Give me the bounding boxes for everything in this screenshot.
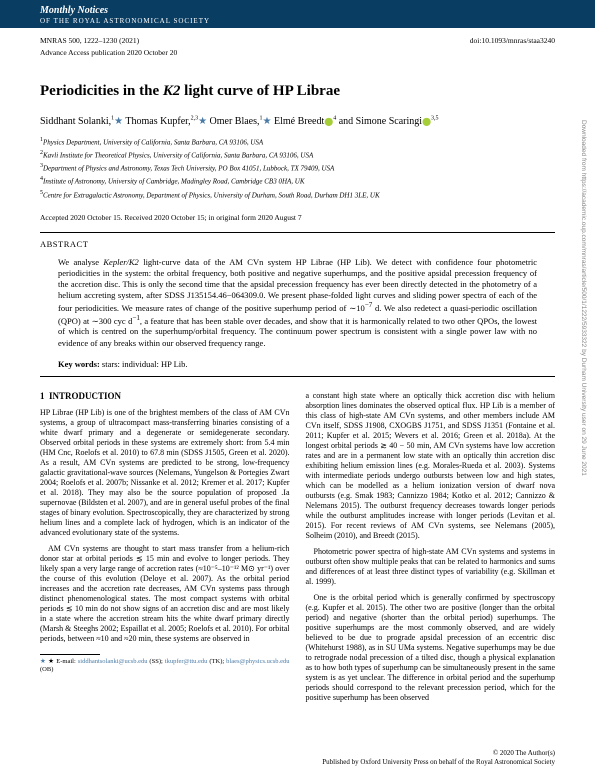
orcid-icon: ⬤ xyxy=(422,117,431,126)
separator xyxy=(40,376,555,377)
corresponding-footnote: ★ ★ E-mail: siddhantsolanki@ucsb.edu (SS… xyxy=(40,658,290,674)
email-link[interactable]: tkupfer@ttu.edu xyxy=(165,658,208,665)
affiliation: 4Institute of Astronomy, University of C… xyxy=(40,175,555,187)
paragraph: Photometric power spectra of high-state … xyxy=(306,547,556,587)
author: Thomas Kupfer,2,3★ xyxy=(125,116,207,127)
paragraph: One is the orbital period which is gener… xyxy=(306,593,556,703)
author: Simone Scaringi⬤3,5 xyxy=(356,116,439,127)
journal-title: Monthly Notices xyxy=(40,4,555,17)
section-heading: 1 INTRODUCTION xyxy=(40,391,290,402)
journal-masthead: Monthly Notices OF THE ROYAL ASTRONOMICA… xyxy=(0,0,595,28)
manuscript-dates: Accepted 2020 October 15. Received 2020 … xyxy=(40,213,555,223)
right-column: a constant high state where an optically… xyxy=(306,391,556,709)
paragraph: AM CVn systems are thought to start mass… xyxy=(40,544,290,644)
email-link[interactable]: blaes@physics.ucsb.edu xyxy=(226,658,289,665)
affiliation: 5Centre for Extragalactic Astronomy, Dep… xyxy=(40,189,555,201)
abstract-body: We analyse Kepler/K2 light-curve data of… xyxy=(40,257,555,349)
author: Omer Blaes,1★ xyxy=(210,116,272,127)
body-columns: 1 INTRODUCTION HP Librae (HP Lib) is one… xyxy=(40,391,555,709)
author-list: Siddhant Solanki,1★ Thomas Kupfer,2,3★ O… xyxy=(40,115,555,128)
paragraph: a constant high state where an optically… xyxy=(306,391,556,541)
download-watermark: Downloaded from https://academic.oup.com… xyxy=(579,120,587,476)
citation: MNRAS 500, 1222–1230 (2021) xyxy=(40,36,139,46)
affiliation: 2Kavli Institute for Theoretical Physics… xyxy=(40,149,555,161)
advance-access: Advance Access publication 2020 October … xyxy=(40,48,555,58)
affiliation: 1Physics Department, University of Calif… xyxy=(40,136,555,148)
affiliations: 1Physics Department, University of Calif… xyxy=(40,136,555,201)
keywords: Key words: stars: individual: HP Lib. xyxy=(40,359,555,370)
footer-right: © 2020 The Author(s) Published by Oxford… xyxy=(322,749,555,767)
email-link[interactable]: siddhantsolanki@ucsb.edu xyxy=(78,658,148,665)
paragraph: HP Librae (HP Lib) is one of the brighte… xyxy=(40,408,290,538)
affiliation: 3Department of Physics and Astronomy, Te… xyxy=(40,162,555,174)
abstract-label: ABSTRACT xyxy=(40,239,555,250)
author: Elmé Breedt⬤4 xyxy=(274,116,336,127)
journal-subtitle: OF THE ROYAL ASTRONOMICAL SOCIETY xyxy=(40,17,555,26)
separator xyxy=(40,232,555,233)
orcid-icon: ⬤ xyxy=(324,117,333,126)
left-column: 1 INTRODUCTION HP Librae (HP Lib) is one… xyxy=(40,391,290,709)
doi: doi:10.1093/mnras/staa3240 xyxy=(470,36,555,46)
footnote-separator xyxy=(40,654,100,655)
article-title: Periodicities in the K2 light curve of H… xyxy=(40,82,555,102)
author: Siddhant Solanki,1★ xyxy=(40,116,123,127)
page-footer: © 2020 The Author(s) Published by Oxford… xyxy=(0,749,595,777)
publication-line: MNRAS 500, 1222–1230 (2021) doi:10.1093/… xyxy=(40,36,555,46)
